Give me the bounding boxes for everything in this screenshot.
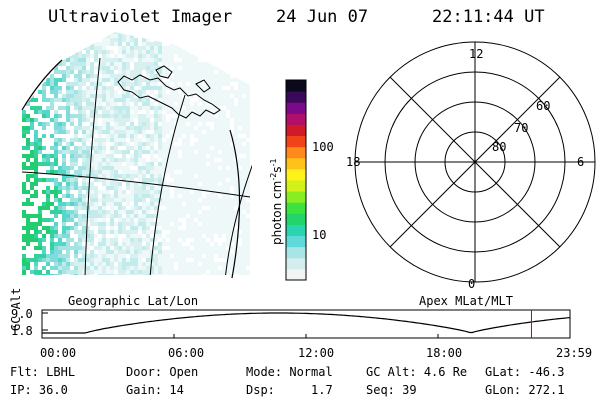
altitude-ymax: 9.0 bbox=[11, 307, 33, 321]
coastline bbox=[155, 65, 173, 79]
info-glat: GLat: -46.3 bbox=[485, 365, 565, 379]
colorbar-unit-label: photon cm-2s-1 bbox=[269, 158, 284, 245]
altitude-ymin: 1.8 bbox=[11, 324, 33, 338]
x-tick-0000: 00:00 bbox=[40, 346, 77, 360]
colorbar-tick-100: 100 bbox=[312, 140, 334, 154]
info-ip: IP: 36.0 bbox=[10, 383, 68, 397]
altitude-plot bbox=[41, 309, 571, 339]
x-tick-0600: 06:00 bbox=[168, 346, 205, 360]
mlat-label-80: 80 bbox=[492, 140, 507, 154]
polar-grid bbox=[354, 41, 596, 283]
geographic-caption: Geographic Lat/Lon bbox=[68, 294, 199, 308]
info-gain: Gain: 14 bbox=[126, 383, 184, 397]
latitude-line bbox=[22, 171, 251, 198]
instrument-title: Ultraviolet Imager bbox=[48, 7, 233, 27]
colorbar-tick-10: 10 bbox=[312, 228, 327, 242]
mlat-label-60: 60 bbox=[536, 99, 551, 113]
x-tick-1800: 18:00 bbox=[426, 346, 463, 360]
geographic-image bbox=[21, 32, 252, 279]
info-door: Door: Open bbox=[126, 365, 199, 379]
coastline bbox=[195, 79, 211, 93]
info-mode: Mode: Normal bbox=[246, 365, 333, 379]
mlt-label-18: 18 bbox=[346, 155, 361, 169]
info-dsp: Dsp: 1.7 bbox=[246, 383, 333, 397]
mlat-label-70: 70 bbox=[514, 121, 529, 135]
info-gc-alt: GC Alt: 4.6 Re bbox=[366, 365, 468, 379]
mlt-diagonal bbox=[389, 76, 561, 248]
info-filter: Flt: LBHL bbox=[10, 365, 76, 379]
x-tick-2359: 23:59 bbox=[556, 346, 593, 360]
earth-limb bbox=[21, 59, 63, 111]
meridian-line bbox=[84, 57, 101, 275]
meridian-line bbox=[149, 94, 186, 275]
info-seq: Seq: 39 bbox=[366, 383, 417, 397]
coastline bbox=[117, 74, 221, 119]
earth-limb-right bbox=[229, 129, 241, 279]
mlt-label-0: 0 bbox=[468, 277, 476, 291]
mlt-label-6: 6 bbox=[577, 155, 585, 169]
colorbar bbox=[285, 79, 307, 281]
x-tick-1200: 12:00 bbox=[298, 346, 335, 360]
mlt-label-12: 12 bbox=[469, 47, 484, 61]
meridian-line bbox=[225, 164, 252, 275]
date-label: 24 Jun 07 bbox=[276, 7, 369, 27]
altitude-plot-frame bbox=[41, 309, 571, 339]
info-glon: GLon: 272.1 bbox=[485, 383, 565, 397]
time-label: 22:11:44 UT bbox=[432, 7, 545, 27]
apex-caption: Apex MLat/MLT bbox=[419, 294, 513, 308]
altitude-curve bbox=[42, 312, 571, 334]
